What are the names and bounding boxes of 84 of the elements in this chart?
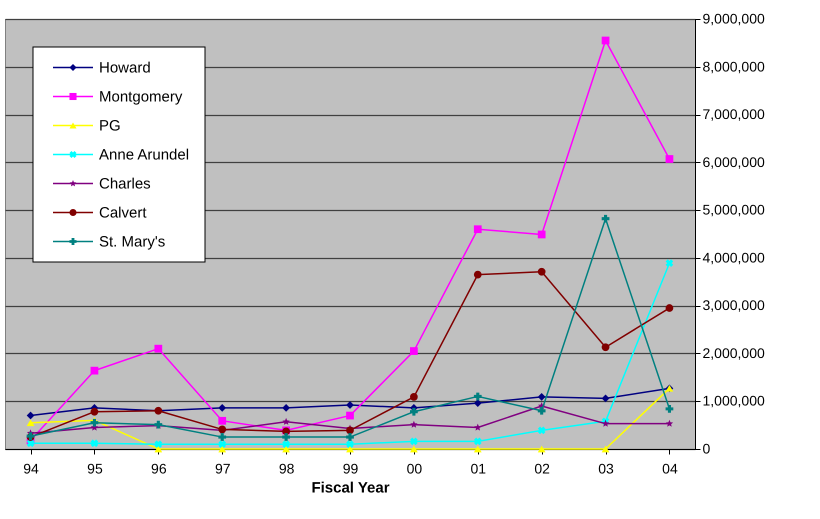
point bbox=[90, 439, 98, 448]
point bbox=[26, 419, 34, 426]
point bbox=[154, 440, 162, 448]
point bbox=[474, 270, 482, 278]
point bbox=[282, 440, 290, 448]
point bbox=[474, 438, 482, 446]
y-tick-label: 5,000,000 bbox=[702, 202, 765, 218]
legend-label: St. Mary's bbox=[99, 234, 166, 250]
x-tick-label: 97 bbox=[214, 460, 231, 476]
point bbox=[666, 304, 674, 312]
point bbox=[90, 366, 98, 375]
point bbox=[282, 418, 290, 425]
point bbox=[410, 408, 418, 416]
point bbox=[474, 399, 482, 408]
point bbox=[474, 446, 482, 452]
y-tick-label: 0 bbox=[702, 440, 710, 456]
point bbox=[346, 426, 354, 434]
point bbox=[410, 393, 418, 401]
legend-label: Calvert bbox=[99, 204, 148, 222]
point bbox=[26, 439, 34, 448]
point bbox=[346, 446, 354, 452]
point bbox=[474, 225, 482, 234]
x-tick-label: 98 bbox=[278, 460, 295, 476]
point bbox=[602, 420, 610, 427]
point bbox=[282, 404, 290, 412]
y-tick-label: 3,000,000 bbox=[702, 297, 765, 314]
legend-label: Howard bbox=[99, 60, 151, 76]
point bbox=[218, 433, 226, 441]
x-tick-label: 01 bbox=[470, 460, 486, 476]
legend-label: Charles bbox=[99, 176, 151, 192]
x-tick-label: 99 bbox=[342, 460, 358, 476]
point bbox=[90, 418, 98, 427]
point bbox=[346, 401, 354, 409]
point bbox=[538, 426, 546, 434]
point bbox=[666, 259, 674, 267]
y-tick-label: 7,000,000 bbox=[702, 106, 765, 122]
point bbox=[218, 404, 226, 412]
point bbox=[538, 406, 546, 415]
point bbox=[410, 420, 418, 428]
legend-label: PG bbox=[99, 118, 121, 134]
x-tick-label: 00 bbox=[406, 460, 422, 476]
x-tick-label: 03 bbox=[598, 460, 614, 476]
point bbox=[218, 416, 226, 425]
y-tick-label: 8,000,000 bbox=[702, 58, 765, 74]
point bbox=[346, 433, 354, 441]
point bbox=[410, 446, 418, 452]
x-tick-label: 96 bbox=[151, 460, 167, 476]
x-tick-label: 95 bbox=[87, 460, 103, 476]
x-tick-label: 94 bbox=[23, 460, 40, 476]
point bbox=[410, 438, 418, 446]
point bbox=[602, 214, 610, 223]
point bbox=[602, 343, 610, 352]
point bbox=[282, 446, 290, 452]
point bbox=[666, 155, 674, 163]
point bbox=[282, 433, 290, 441]
x-axis-title: Fiscal Year bbox=[311, 480, 390, 496]
point bbox=[154, 344, 162, 353]
legend-label: Anne Arundel bbox=[99, 146, 190, 164]
point bbox=[154, 446, 162, 452]
point bbox=[410, 347, 418, 355]
x-tick-label: 02 bbox=[534, 460, 550, 476]
point bbox=[346, 440, 354, 448]
point bbox=[602, 394, 610, 402]
point bbox=[538, 446, 546, 452]
point bbox=[26, 412, 34, 420]
point bbox=[666, 420, 674, 427]
point bbox=[346, 412, 354, 420]
point bbox=[666, 404, 674, 413]
y-tick-label: 9,000,000 bbox=[702, 10, 765, 26]
point bbox=[218, 440, 226, 448]
y-tick-label: 2,000,000 bbox=[702, 344, 765, 361]
point bbox=[602, 446, 610, 452]
x-tick-label: 04 bbox=[662, 460, 678, 476]
point bbox=[474, 392, 482, 400]
point bbox=[538, 268, 546, 276]
legend-label: Montgomery bbox=[99, 88, 183, 106]
point bbox=[538, 230, 546, 238]
point bbox=[90, 408, 98, 416]
y-tick-label: 6,000,000 bbox=[702, 154, 765, 170]
y-tick-label: 4,000,000 bbox=[702, 249, 765, 266]
point bbox=[538, 393, 546, 401]
point bbox=[602, 36, 610, 44]
y-tick-label: 1,000,000 bbox=[702, 392, 765, 409]
point bbox=[218, 446, 226, 452]
